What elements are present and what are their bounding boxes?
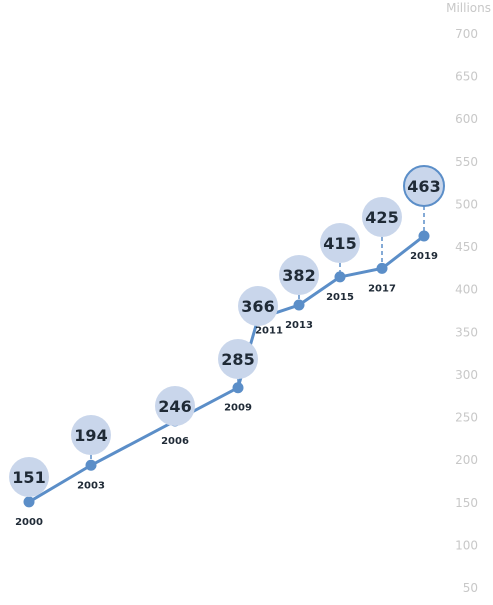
- value-bubble: [155, 386, 195, 426]
- x-tick-label: 2006: [161, 436, 189, 447]
- value-bubble: [218, 339, 258, 379]
- value-bubble: [362, 197, 402, 237]
- data-value-label: 285: [221, 350, 254, 369]
- y-tick-label: 700: [455, 27, 478, 41]
- value-bubbles: 151 194 246 285 366 382 415 425 463: [9, 165, 445, 497]
- data-point: [293, 299, 305, 311]
- y-axis-ticks: 700 650 600 550 500 450 400 350 300 250 200 150 100 5…: [455, 27, 478, 595]
- y-tick-label: 100: [455, 538, 478, 552]
- data-point: [85, 459, 97, 471]
- x-tick-label: 2003: [77, 480, 105, 491]
- value-bubble: [403, 165, 445, 207]
- y-tick-label: 350: [455, 325, 478, 339]
- y-tick-label: 450: [455, 240, 478, 254]
- data-value-label: 151: [12, 468, 45, 487]
- data-point: [334, 271, 346, 283]
- data-value-label: 246: [158, 397, 191, 416]
- data-value-label: 382: [282, 266, 315, 285]
- y-tick-label: 500: [455, 197, 478, 211]
- y-tick-label: 400: [455, 283, 478, 297]
- y-tick-label: 600: [455, 112, 478, 126]
- x-tick-label: 2013: [285, 320, 313, 331]
- data-point: [23, 496, 35, 508]
- data-value-label: 463: [407, 177, 440, 196]
- data-point: [232, 382, 244, 394]
- y-tick-label: 150: [455, 496, 478, 510]
- value-bubble: [71, 415, 111, 455]
- y-tick-label: 300: [455, 368, 478, 382]
- data-value-label: 194: [74, 426, 107, 445]
- x-tick-label: 2017: [368, 283, 396, 294]
- x-tick-label: 2011: [255, 326, 283, 337]
- x-tick-label: 2019: [410, 251, 438, 262]
- y-tick-label: 550: [455, 155, 478, 169]
- value-bubble: [320, 223, 360, 263]
- data-value-label: 425: [365, 208, 398, 227]
- data-point: [418, 230, 430, 242]
- x-tick-label: 2009: [224, 403, 252, 414]
- value-bubble: [238, 286, 278, 326]
- value-bubble: [279, 255, 319, 295]
- x-tick-label: 2000: [15, 517, 43, 528]
- x-tick-label: 2015: [326, 292, 354, 303]
- value-bubble: [9, 457, 49, 497]
- y-axis-unit-label: Millions: [446, 1, 491, 15]
- data-value-label: 366: [241, 297, 274, 316]
- y-tick-label: 650: [455, 70, 478, 84]
- y-tick-label: 50: [463, 581, 478, 595]
- y-tick-label: 250: [455, 411, 478, 425]
- y-tick-label: 200: [455, 453, 478, 467]
- data-value-label: 415: [323, 234, 356, 253]
- data-point: [376, 262, 388, 274]
